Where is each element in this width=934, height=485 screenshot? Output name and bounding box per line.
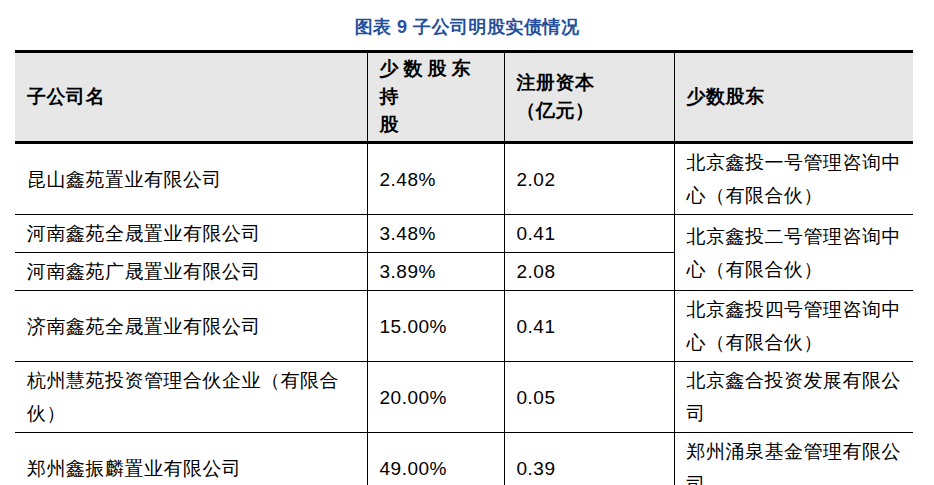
header-line: 子公司名 bbox=[27, 83, 361, 111]
cell-capital: 0.41 bbox=[504, 215, 674, 253]
table-row: 昆山鑫苑置业有限公司 2.48% 2.02 北京鑫投一号管理咨询中心（有限合伙） bbox=[15, 143, 913, 215]
cell-subsidiary-name: 郑州鑫振麟置业有限公司 bbox=[15, 433, 367, 485]
header-line: 少数股东 bbox=[687, 83, 908, 111]
cell-subsidiary-name: 杭州慧苑投资管理合伙企业（有限合伙） bbox=[15, 362, 367, 433]
cell-stake: 3.48% bbox=[367, 215, 504, 253]
cell-stake: 15.00% bbox=[367, 291, 504, 362]
cell-shareholder: 北京鑫投一号管理咨询中心（有限合伙） bbox=[674, 143, 913, 215]
table-header: 子公司名 少数股东持 股 注册资本 （亿元） 少数股东 bbox=[15, 52, 913, 143]
cell-stake: 3.89% bbox=[367, 253, 504, 291]
header-line: 注册资本 bbox=[517, 69, 668, 97]
cell-shareholder: 北京鑫合投资发展有限公司 bbox=[674, 362, 913, 433]
cell-subsidiary-name: 昆山鑫苑置业有限公司 bbox=[15, 143, 367, 215]
cell-stake: 2.48% bbox=[367, 143, 504, 215]
report-page: 图表 9 子公司明股实债情况 子公司名 少数股东持 股 注册资本 （亿元） bbox=[0, 0, 934, 485]
header-minority-shareholder: 少数股东 bbox=[674, 52, 913, 143]
cell-capital: 0.39 bbox=[504, 433, 674, 485]
figure-title: 图表 9 子公司明股实债情况 bbox=[0, 0, 934, 38]
header-registered-capital: 注册资本 （亿元） bbox=[504, 52, 674, 143]
table-row: 河南鑫苑全晟置业有限公司 3.48% 0.41 北京鑫投二号管理咨询中心（有限合… bbox=[15, 215, 913, 253]
table-container: 子公司名 少数股东持 股 注册资本 （亿元） 少数股东 bbox=[15, 50, 913, 485]
cell-capital: 2.08 bbox=[504, 253, 674, 291]
cell-subsidiary-name: 河南鑫苑全晟置业有限公司 bbox=[15, 215, 367, 253]
cell-shareholder-merged: 北京鑫投二号管理咨询中心（有限合伙） bbox=[674, 215, 913, 291]
cell-stake: 49.00% bbox=[367, 433, 504, 485]
cell-stake: 20.00% bbox=[367, 362, 504, 433]
header-row: 子公司名 少数股东持 股 注册资本 （亿元） 少数股东 bbox=[15, 52, 913, 143]
table-row: 济南鑫苑全晟置业有限公司 15.00% 0.41 北京鑫投四号管理咨询中心（有限… bbox=[15, 291, 913, 362]
table-row: 郑州鑫振麟置业有限公司 49.00% 0.39 郑州涌泉基金管理有限公司 bbox=[15, 433, 913, 485]
header-subsidiary-name: 子公司名 bbox=[15, 52, 367, 143]
cell-shareholder: 北京鑫投四号管理咨询中心（有限合伙） bbox=[674, 291, 913, 362]
cell-capital: 0.05 bbox=[504, 362, 674, 433]
cell-subsidiary-name: 河南鑫苑广晟置业有限公司 bbox=[15, 253, 367, 291]
header-minority-stake: 少数股东持 股 bbox=[367, 52, 504, 143]
table-body: 昆山鑫苑置业有限公司 2.48% 2.02 北京鑫投一号管理咨询中心（有限合伙）… bbox=[15, 143, 913, 485]
header-line: （亿元） bbox=[517, 97, 668, 125]
header-line: 股 bbox=[380, 111, 498, 139]
cell-subsidiary-name: 济南鑫苑全晟置业有限公司 bbox=[15, 291, 367, 362]
cell-shareholder: 郑州涌泉基金管理有限公司 bbox=[674, 433, 913, 485]
header-line: 少数股东持 bbox=[380, 55, 498, 111]
subsidiary-table: 子公司名 少数股东持 股 注册资本 （亿元） 少数股东 bbox=[15, 50, 913, 485]
table-row: 杭州慧苑投资管理合伙企业（有限合伙） 20.00% 0.05 北京鑫合投资发展有… bbox=[15, 362, 913, 433]
cell-capital: 0.41 bbox=[504, 291, 674, 362]
cell-capital: 2.02 bbox=[504, 143, 674, 215]
